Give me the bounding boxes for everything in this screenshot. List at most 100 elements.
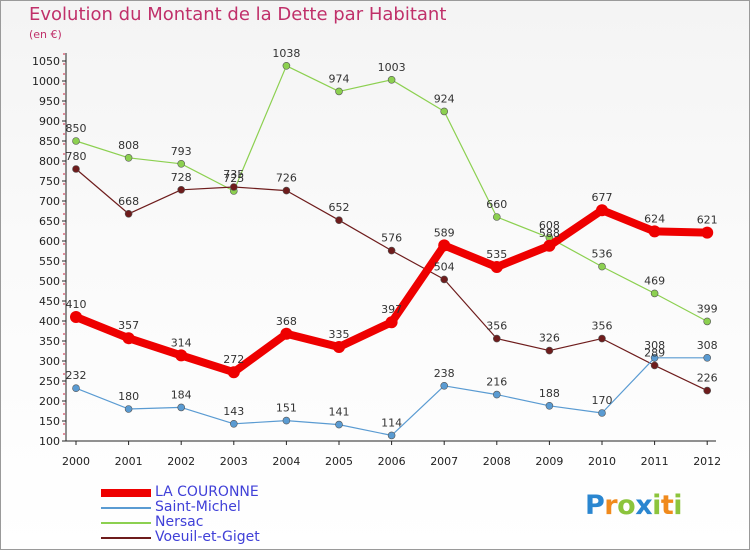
y-tick-label: 150 bbox=[39, 415, 60, 428]
data-label: 726 bbox=[276, 172, 297, 185]
data-point bbox=[440, 381, 449, 390]
data-point bbox=[335, 87, 343, 96]
y-tick-label: 500 bbox=[39, 275, 60, 288]
x-tick-label: 2008 bbox=[483, 455, 511, 468]
y-tick-label: 400 bbox=[39, 315, 60, 328]
data-point bbox=[122, 332, 135, 345]
data-label: 356 bbox=[592, 320, 613, 333]
data-point bbox=[335, 420, 343, 429]
y-tick-label: 700 bbox=[39, 195, 60, 208]
data-label: 151 bbox=[276, 402, 297, 415]
data-point bbox=[598, 409, 606, 417]
data-point bbox=[282, 416, 291, 425]
x-tick-label: 2000 bbox=[62, 455, 90, 468]
data-label: 184 bbox=[171, 388, 192, 401]
data-label: 725 bbox=[223, 172, 244, 185]
data-label: 621 bbox=[697, 214, 718, 227]
data-label: 608 bbox=[539, 219, 560, 232]
data-label: 272 bbox=[223, 353, 244, 366]
data-point bbox=[492, 390, 501, 399]
y-tick-label: 450 bbox=[39, 295, 60, 308]
x-tick-label: 2002 bbox=[167, 455, 195, 468]
legend-swatch bbox=[101, 522, 151, 524]
series-line-voeuil-et-giget bbox=[75, 168, 708, 392]
data-point bbox=[438, 239, 451, 252]
data-label: 180 bbox=[118, 390, 139, 403]
data-label: 141 bbox=[329, 406, 350, 419]
data-point bbox=[335, 216, 343, 224]
legend-label: Nersac bbox=[155, 514, 204, 530]
data-point bbox=[124, 154, 133, 162]
data-label: 780 bbox=[66, 150, 87, 163]
data-point bbox=[598, 262, 606, 271]
logo-letter: o bbox=[617, 490, 636, 521]
y-tick-label: 900 bbox=[39, 115, 60, 128]
x-tick-label: 2001 bbox=[115, 455, 143, 468]
data-label: 335 bbox=[329, 328, 350, 341]
data-point bbox=[124, 210, 133, 218]
data-point bbox=[703, 317, 712, 326]
legend-label: Saint-Michel bbox=[155, 499, 241, 515]
y-tick-label: 850 bbox=[39, 135, 60, 148]
x-tick-label: 2009 bbox=[535, 455, 563, 468]
data-point bbox=[596, 204, 608, 217]
proxiti-logo: Proxiti bbox=[585, 490, 683, 521]
data-point bbox=[701, 226, 714, 239]
series-line-nersac bbox=[75, 65, 708, 322]
chart-unit: (en €) bbox=[29, 28, 62, 41]
logo-letter: x bbox=[635, 490, 653, 521]
data-label: 399 bbox=[697, 302, 718, 315]
data-point bbox=[72, 137, 80, 145]
data-label: 808 bbox=[118, 139, 139, 152]
data-label: 314 bbox=[171, 336, 192, 349]
y-tick-label: 650 bbox=[39, 215, 60, 228]
data-label: 368 bbox=[276, 315, 297, 328]
logo-letter: t bbox=[660, 490, 674, 521]
data-label: 924 bbox=[434, 92, 455, 105]
legend-swatch bbox=[101, 537, 151, 539]
data-label: 536 bbox=[592, 248, 613, 261]
data-point bbox=[598, 334, 606, 343]
data-point bbox=[440, 107, 449, 116]
data-label: 216 bbox=[486, 376, 507, 389]
x-tick-label: 2007 bbox=[430, 455, 458, 468]
y-tick-label: 300 bbox=[39, 355, 60, 368]
legend-swatch bbox=[101, 507, 151, 509]
data-point bbox=[650, 353, 659, 362]
data-point bbox=[650, 361, 659, 370]
data-point bbox=[440, 275, 449, 284]
data-point bbox=[72, 165, 80, 173]
data-point bbox=[492, 213, 501, 221]
data-label: 677 bbox=[592, 191, 613, 204]
data-label: 974 bbox=[329, 72, 350, 85]
y-tick-label: 1000 bbox=[32, 75, 60, 88]
y-tick-label: 600 bbox=[39, 235, 60, 248]
chart-title: Evolution du Montant de la Dette par Hab… bbox=[29, 4, 447, 25]
data-point bbox=[648, 225, 661, 238]
data-point bbox=[333, 341, 345, 353]
data-label: 793 bbox=[171, 145, 192, 158]
data-point bbox=[282, 62, 291, 70]
data-label: 356 bbox=[486, 320, 507, 333]
y-tick-label: 250 bbox=[39, 375, 60, 388]
data-label: 357 bbox=[118, 319, 139, 332]
data-label: 188 bbox=[539, 387, 560, 400]
data-label: 668 bbox=[118, 195, 139, 208]
data-label: 238 bbox=[434, 367, 455, 380]
data-point bbox=[385, 316, 398, 329]
x-tick-label: 2005 bbox=[325, 455, 353, 468]
data-label: 588 bbox=[539, 227, 560, 240]
data-point bbox=[70, 311, 82, 323]
data-point bbox=[227, 366, 240, 379]
data-label: 469 bbox=[644, 274, 665, 287]
data-label: 143 bbox=[223, 405, 244, 418]
x-tick-label: 2011 bbox=[641, 455, 669, 468]
data-label: 624 bbox=[644, 212, 665, 225]
data-point bbox=[650, 289, 659, 298]
data-point bbox=[543, 239, 556, 252]
data-point bbox=[175, 349, 188, 362]
data-label: 1003 bbox=[378, 61, 406, 74]
data-label: 535 bbox=[486, 248, 507, 261]
